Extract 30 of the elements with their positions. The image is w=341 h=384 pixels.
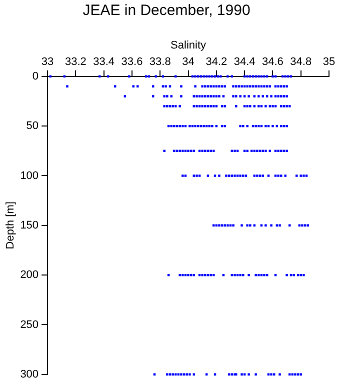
x-tick-label: 33.4	[93, 56, 115, 68]
x-tick-label: 34.8	[290, 56, 312, 68]
x-tick-label: 34.2	[206, 56, 228, 68]
point	[196, 124, 200, 128]
x-tick-label: 34	[182, 56, 194, 68]
x-tick-label: 35	[322, 56, 336, 68]
point	[148, 75, 150, 78]
y-tick-label: 0	[32, 70, 39, 82]
x-axis-title: Salinity	[170, 40, 206, 52]
y-tick-label: 300	[20, 368, 39, 380]
point	[284, 75, 287, 78]
y-tick-label: 250	[20, 318, 39, 331]
point	[246, 150, 249, 152]
x-tick-label: 34.6	[262, 56, 284, 68]
point	[246, 124, 249, 128]
point	[98, 75, 101, 78]
x-tick-label: 33.8	[149, 56, 171, 68]
point	[246, 75, 249, 78]
x-tick-label: 33	[41, 56, 54, 68]
x-tick-label: 34.4	[234, 56, 256, 68]
y-tick-label: 200	[20, 269, 39, 282]
point	[246, 224, 249, 227]
y-axis-title: Depth [m]	[4, 202, 17, 250]
y-tick-label: 150	[20, 219, 39, 232]
chart-title: JEAE in December, 1990	[82, 2, 250, 20]
x-tick-label: 33.6	[121, 56, 143, 68]
y-tick-label: 100	[20, 170, 39, 182]
y-tick-label: 50	[26, 120, 39, 132]
x-tick-label: 33.2	[64, 56, 86, 68]
point	[196, 75, 200, 78]
